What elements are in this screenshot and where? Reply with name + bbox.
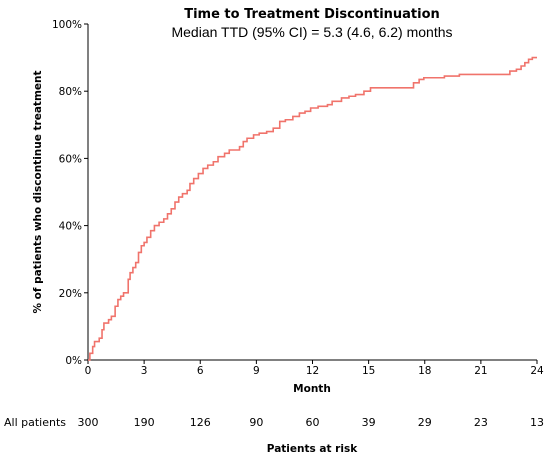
chart-subtitle: Median TTD (95% CI) = 5.3 (4.6, 6.2) mon… [171, 24, 452, 40]
y-tick-label: 100% [52, 19, 82, 31]
y-tick-label: 0% [65, 355, 82, 367]
risk-count: 39 [362, 416, 376, 429]
series-line [88, 56, 537, 361]
risk-count: 126 [190, 416, 211, 429]
x-tick-label: 21 [474, 365, 487, 377]
x-tick-label: 3 [141, 365, 148, 377]
risk-count: 60 [306, 416, 320, 429]
y-tick-label: 60% [59, 153, 82, 165]
risk-count: 300 [78, 416, 99, 429]
y-tick-label: 40% [59, 221, 82, 233]
x-tick-label: 12 [306, 365, 319, 377]
x-tick-label: 9 [253, 365, 260, 377]
x-tick-label: 6 [197, 365, 204, 377]
risk-count: 13 [530, 416, 544, 429]
x-tick-label: 0 [85, 365, 92, 377]
risk-table-title: Patients at risk [267, 443, 358, 455]
risk-count: 90 [249, 416, 263, 429]
risk-count: 190 [134, 416, 155, 429]
risk-count: 23 [474, 416, 488, 429]
x-tick-label: 15 [362, 365, 375, 377]
x-tick-label: 24 [530, 365, 544, 377]
y-axis-label: % of patients who discontinue treatment [32, 70, 44, 313]
y-tick-label: 80% [59, 86, 82, 98]
x-axis-ticks: 0 3 6 9 12 15 18 21 24 [85, 360, 544, 377]
risk-counts: 300 190 126 90 60 39 29 23 13 [78, 416, 545, 429]
y-axis-ticks: 0% 20% 40% 60% 80% 100% [52, 19, 88, 367]
x-tick-label: 18 [418, 365, 431, 377]
y-tick-label: 20% [59, 288, 82, 300]
risk-count: 29 [418, 416, 432, 429]
chart-title: Time to Treatment Discontinuation [184, 7, 440, 22]
x-axis-label: Month [293, 383, 331, 395]
risk-row-label: All patients [4, 416, 66, 429]
